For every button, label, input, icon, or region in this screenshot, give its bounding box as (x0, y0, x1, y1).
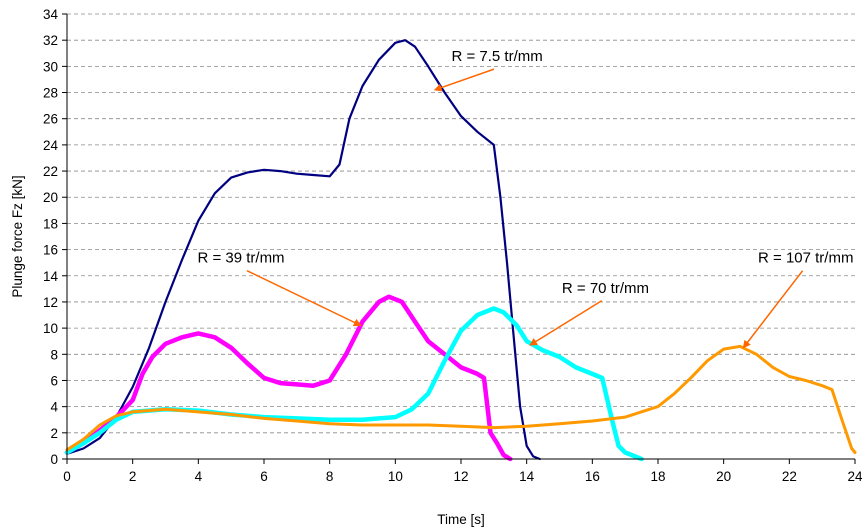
y-axis-title: Plunge force Fz [kN] (10, 175, 25, 297)
x-tick-label-0: 0 (63, 469, 71, 484)
y-tick-label-16: 16 (43, 243, 58, 258)
series-line-4 (65, 344, 857, 454)
x-tick-label-18: 18 (650, 469, 665, 484)
x-tick-label-22: 22 (782, 469, 797, 484)
y-tick-label-24: 24 (43, 138, 59, 153)
x-tick-label-8: 8 (326, 469, 334, 484)
series-line-1 (65, 39, 541, 461)
y-tick-label-10: 10 (43, 321, 58, 336)
y-tick-label-6: 6 (50, 373, 58, 388)
y-tick-label-30: 30 (43, 59, 58, 74)
y-tick-label-32: 32 (43, 33, 58, 48)
annotation-arrow-2 (246, 270, 362, 327)
y-tick-label-28: 28 (43, 86, 58, 101)
annotation-arrow-1 (433, 68, 495, 92)
y-tick-label-18: 18 (43, 216, 58, 231)
y-tick-label-22: 22 (43, 164, 58, 179)
series-line-2 (64, 294, 513, 462)
axes (62, 13, 856, 464)
x-tick-label-10: 10 (388, 469, 403, 484)
x-tick-label-16: 16 (585, 469, 600, 484)
annotation-label-3: R = 70 tr/mm (562, 280, 649, 297)
y-tick-label-14: 14 (43, 269, 59, 284)
x-tick-label-12: 12 (453, 469, 468, 484)
y-tick-label-4: 4 (50, 400, 58, 415)
annotation-arrow-4 (742, 270, 804, 349)
annotation-arrow-3 (529, 300, 603, 346)
annotations: R = 7.5 tr/mm R = 39 tr/mm R = 70 tr/mm R =… (197, 48, 853, 349)
x-tick-label-24: 24 (847, 469, 863, 484)
y-tick-label-20: 20 (43, 190, 58, 205)
x-axis-title: Time [s] (437, 512, 485, 527)
y-tick-label-26: 26 (43, 112, 58, 127)
x-tick-label-20: 20 (716, 469, 731, 484)
x-tick-label-2: 2 (129, 469, 137, 484)
x-tick-label-6: 6 (260, 469, 268, 484)
y-tick-label-8: 8 (50, 347, 58, 362)
x-tick-label-14: 14 (519, 469, 535, 484)
y-tick-label-34: 34 (43, 7, 59, 22)
gridlines (67, 13, 855, 434)
annotation-label-1: R = 7.5 tr/mm (451, 48, 542, 65)
x-tick-label-4: 4 (195, 469, 203, 484)
series-group (64, 39, 857, 462)
y-tick-label-2: 2 (50, 426, 58, 441)
y-tick-label-0: 0 (50, 452, 58, 467)
tick-labels: 0 2 4 6 8 10 12 14 16 18 20 22 240246810121416182022… (43, 7, 863, 484)
annotation-label-4: R = 107 tr/mm (758, 250, 853, 267)
annotation-label-2: R = 39 tr/mm (197, 250, 284, 267)
y-tick-label-12: 12 (43, 295, 58, 310)
